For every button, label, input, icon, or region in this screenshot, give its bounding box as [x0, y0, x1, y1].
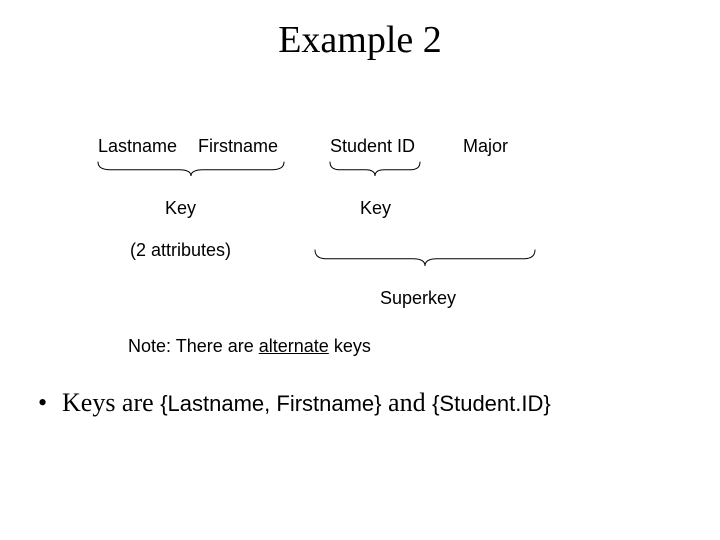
attr-studentid: Student ID [330, 136, 415, 157]
bullet-serif-2: and [382, 388, 433, 417]
slide-title: Example 2 [0, 18, 720, 62]
bullet-dot: • [38, 388, 47, 418]
attr-firstname: Firstname [198, 136, 278, 157]
note-prefix: Note: There are [128, 336, 259, 356]
label-superkey: Superkey [380, 288, 456, 309]
bullet-serif-1: Keys are [62, 388, 160, 417]
note-suffix: keys [329, 336, 371, 356]
brace-superkey [315, 248, 535, 284]
brace-studentid [330, 160, 420, 192]
attr-major: Major [463, 136, 508, 157]
note-underlined: alternate [259, 336, 329, 356]
bullet-sans-2: {Student.ID} [432, 391, 551, 416]
attr-lastname: Lastname [98, 136, 177, 157]
note-line: Note: There are alternate keys [128, 336, 371, 357]
label-two-attrs: (2 attributes) [130, 240, 231, 261]
label-key-1: Key [165, 198, 196, 219]
bullet-text: Keys are {Lastname, Firstname} and {Stud… [62, 388, 551, 418]
brace-lastname-firstname [98, 160, 284, 192]
bullet-sans-1: {Lastname, Firstname} [160, 391, 381, 416]
label-key-2: Key [360, 198, 391, 219]
